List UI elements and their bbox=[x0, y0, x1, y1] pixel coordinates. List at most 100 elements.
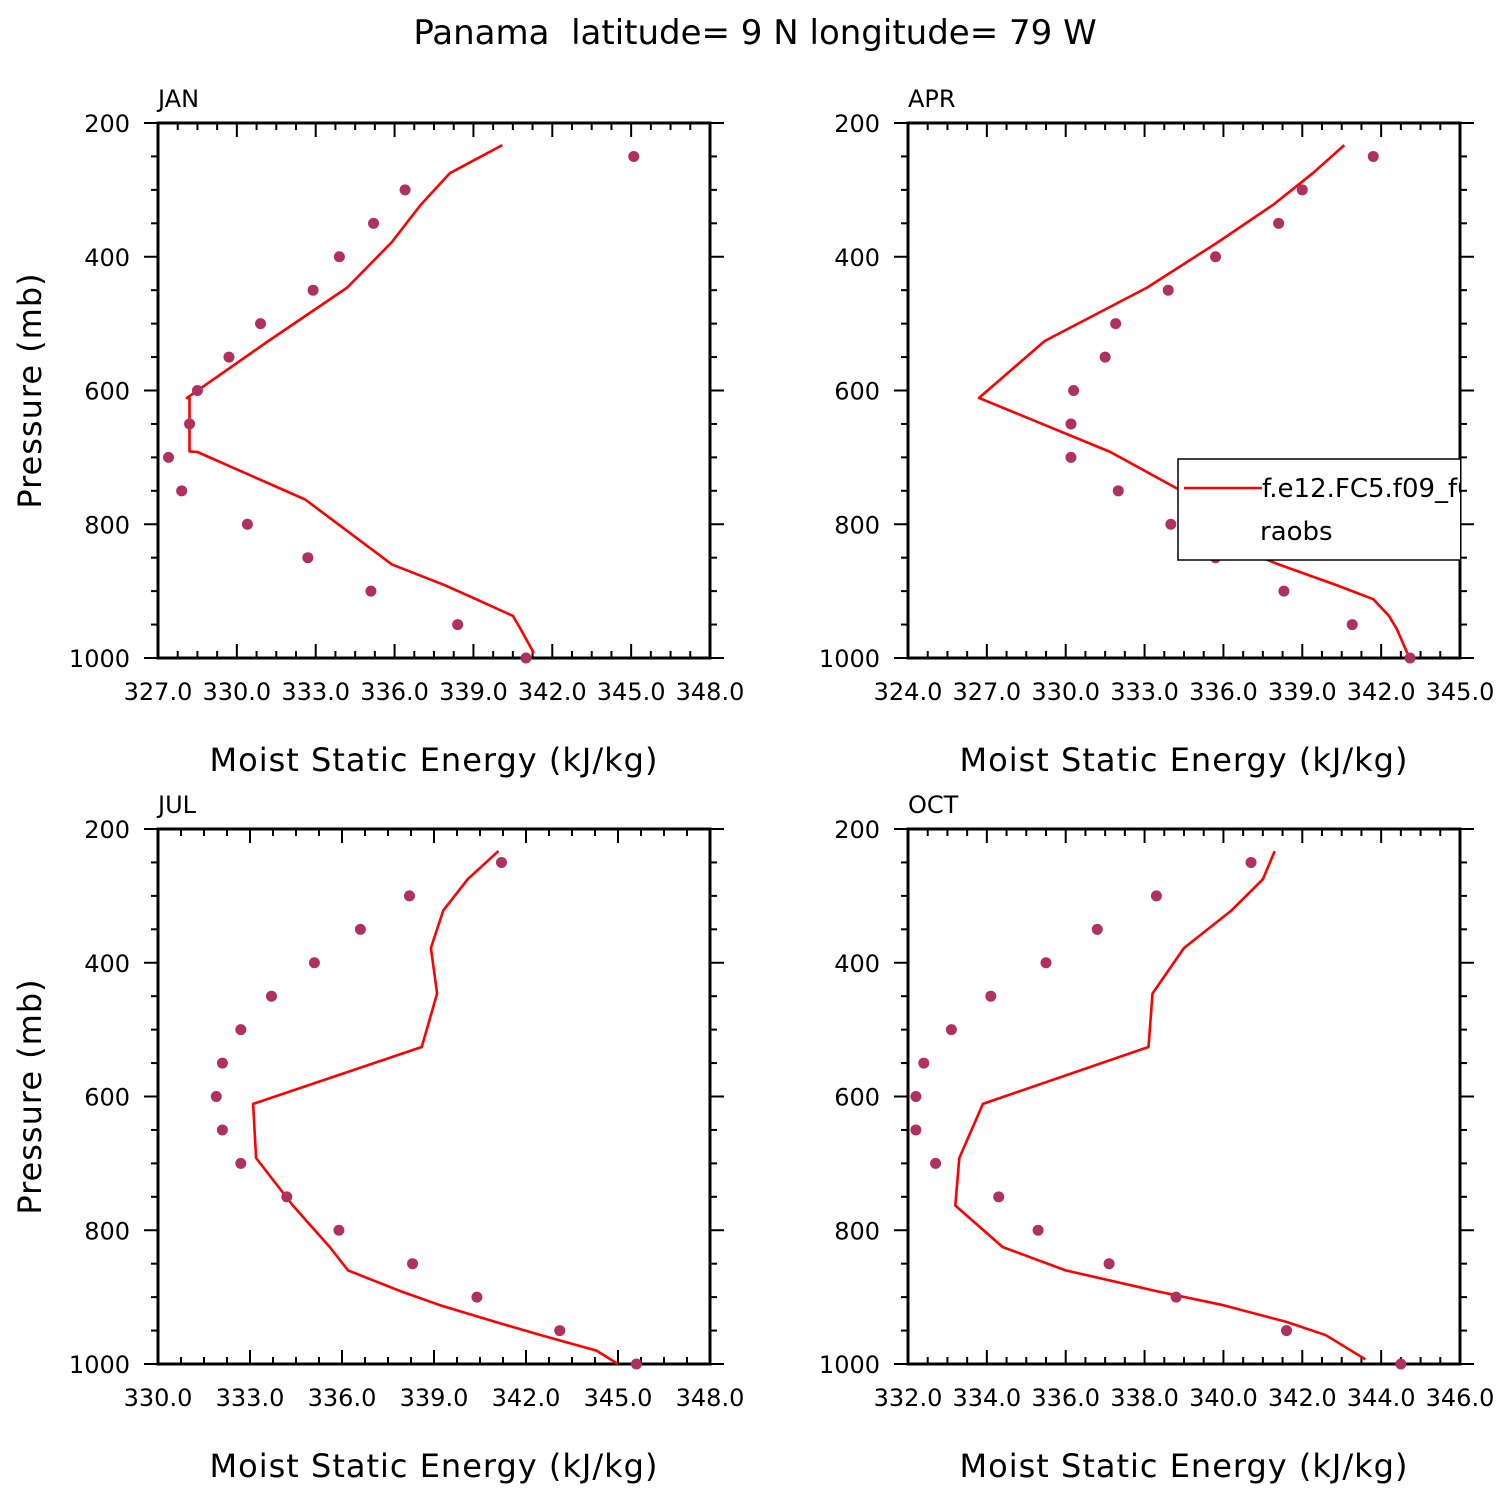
x-tick-label: 330.0 bbox=[1031, 678, 1100, 706]
raobs-point bbox=[628, 150, 640, 162]
x-tick-label: 346.0 bbox=[1426, 1384, 1495, 1412]
raobs-point bbox=[308, 957, 320, 969]
x-tick-label: 336.0 bbox=[360, 678, 429, 706]
x-tick-label: 338.0 bbox=[1110, 1384, 1179, 1412]
raobs-point bbox=[918, 1057, 930, 1069]
x-tick-label: 345.0 bbox=[584, 1384, 653, 1412]
raobs-point bbox=[354, 923, 366, 935]
panel-oct: 332.0 334.0 336.0 338.0 340.0 342.0 344.0 346.0… bbox=[819, 791, 1494, 1485]
raobs-point bbox=[1281, 1325, 1293, 1337]
raobs-point bbox=[216, 1124, 228, 1136]
y-tick-label: 200 bbox=[84, 110, 130, 138]
x-axis-label: Moist Static Energy (kJ/kg) bbox=[210, 1447, 659, 1485]
raobs-point bbox=[163, 451, 175, 463]
x-tick-label: 327.0 bbox=[124, 678, 193, 706]
panel-title: JUL bbox=[156, 791, 197, 819]
x-tick-label: 342.0 bbox=[1268, 1384, 1337, 1412]
raobs-point bbox=[1210, 251, 1222, 263]
y-tick-label: 400 bbox=[834, 244, 880, 272]
panel-jul: 330.0 333.0 336.0 339.0 342.0 345.0 348.0 200 40… bbox=[11, 791, 744, 1485]
raobs-point bbox=[176, 485, 188, 497]
x-tick-label: 342.0 bbox=[492, 1384, 561, 1412]
raobs-point bbox=[1170, 1291, 1182, 1303]
y-tick-label: 1000 bbox=[819, 1351, 880, 1379]
raobs-point bbox=[333, 1224, 345, 1236]
raobs-point bbox=[1091, 923, 1103, 935]
raobs-point bbox=[1278, 585, 1290, 597]
x-axis-label: Moist Static Energy (kJ/kg) bbox=[210, 741, 659, 779]
raobs-point bbox=[1273, 217, 1285, 229]
raobs-point bbox=[930, 1157, 942, 1169]
y-tick-label: 200 bbox=[84, 816, 130, 844]
x-tick-label: 333.0 bbox=[1110, 678, 1179, 706]
raobs-point bbox=[1165, 518, 1177, 530]
raobs-point bbox=[184, 418, 196, 430]
x-tick-label: 333.0 bbox=[216, 1384, 285, 1412]
raobs-point bbox=[241, 518, 253, 530]
raobs-point bbox=[1068, 385, 1080, 396]
x-tick-label: 339.0 bbox=[439, 678, 508, 706]
y-tick-label: 1000 bbox=[69, 1351, 130, 1379]
y-tick-label: 600 bbox=[84, 1084, 130, 1112]
raobs-point bbox=[1404, 652, 1416, 664]
x-tick-label: 330.0 bbox=[124, 1384, 193, 1412]
legend-model-label: f.e12.FC5.f09_f09 bbox=[1262, 474, 1490, 504]
x-tick-label: 336.0 bbox=[1189, 678, 1258, 706]
x-tick-label: 339.0 bbox=[400, 1384, 469, 1412]
raobs-point bbox=[1065, 418, 1077, 430]
y-tick-label: 600 bbox=[834, 1084, 880, 1112]
y-tick-label: 200 bbox=[834, 816, 880, 844]
panels: 327.0 330.0 333.0 336.0 339.0 342.0 345.0 348.0… bbox=[11, 85, 1495, 1485]
raobs-point bbox=[1099, 351, 1111, 363]
x-tick-label: 345.0 bbox=[597, 678, 666, 706]
panel-jan: 327.0 330.0 333.0 336.0 339.0 342.0 345.0 348.0… bbox=[11, 85, 744, 779]
raobs-point bbox=[1346, 619, 1358, 631]
raobs-point bbox=[403, 890, 415, 902]
raobs-point bbox=[1040, 957, 1052, 969]
panel-title: APR bbox=[908, 85, 956, 113]
raobs-point bbox=[630, 1358, 642, 1370]
raobs-point bbox=[1032, 1224, 1044, 1236]
plot-frame bbox=[906, 827, 1462, 1366]
x-tick-label: 334.0 bbox=[952, 1384, 1021, 1412]
y-tick-label: 600 bbox=[84, 378, 130, 406]
raobs-point bbox=[399, 184, 411, 196]
y-tick-label: 1000 bbox=[819, 645, 880, 673]
x-tick-label: 345.0 bbox=[1426, 678, 1495, 706]
y-tick-label: 400 bbox=[84, 244, 130, 272]
plot-frame bbox=[156, 121, 712, 660]
panel-title: JAN bbox=[156, 85, 199, 113]
raobs-point bbox=[1065, 451, 1077, 463]
panel-apr: 324.0 327.0 330.0 333.0 336.0 339.0 342.0 345.0… bbox=[819, 85, 1495, 779]
raobs-point bbox=[1103, 1258, 1115, 1270]
y-tick-label: 800 bbox=[84, 511, 130, 539]
model-line bbox=[185, 143, 536, 654]
raobs-point bbox=[1162, 284, 1174, 296]
raobs-point bbox=[265, 990, 277, 1002]
raobs-point bbox=[223, 351, 235, 363]
x-tick-label: 342.0 bbox=[1347, 678, 1416, 706]
x-tick-label: 336.0 bbox=[1031, 1384, 1100, 1412]
raobs-point bbox=[407, 1258, 419, 1270]
x-tick-label: 348.0 bbox=[676, 1384, 745, 1412]
raobs-point bbox=[1110, 318, 1122, 330]
raobs-point bbox=[210, 1091, 222, 1102]
raobs-point bbox=[1296, 184, 1308, 196]
raobs-point bbox=[520, 652, 532, 664]
model-line bbox=[977, 144, 1409, 654]
y-tick-label: 800 bbox=[834, 511, 880, 539]
raobs-point bbox=[452, 619, 464, 631]
figure-title: Panama latitude= 9 N longitude= 79 W bbox=[413, 13, 1096, 53]
raobs-point bbox=[993, 1191, 1005, 1203]
raobs-point bbox=[471, 1291, 483, 1303]
raobs-point bbox=[365, 585, 377, 597]
raobs-point bbox=[495, 856, 507, 868]
raobs-point bbox=[1150, 890, 1162, 902]
y-tick-label: 800 bbox=[84, 1217, 130, 1245]
raobs-point bbox=[1395, 1358, 1407, 1370]
y-axis-label: Pressure (mb) bbox=[11, 272, 49, 508]
raobs-point bbox=[235, 1157, 247, 1169]
x-tick-label: 344.0 bbox=[1347, 1384, 1416, 1412]
x-tick-label: 330.0 bbox=[202, 678, 271, 706]
